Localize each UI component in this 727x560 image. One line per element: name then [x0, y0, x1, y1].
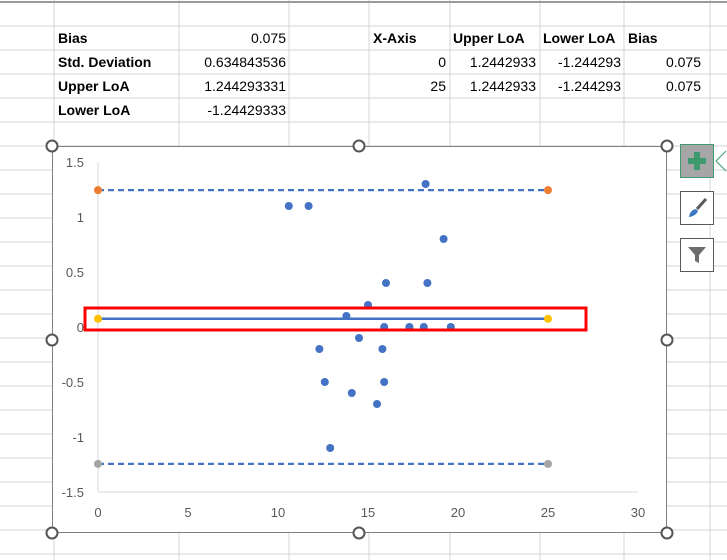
x-tick-label: 15 [361, 505, 375, 520]
stat-value[interactable]: -1.24429333 [207, 102, 286, 118]
table-cell[interactable]: -1.244293 [557, 54, 621, 70]
y-tick-label: -1 [72, 430, 84, 445]
paintbrush-icon [689, 197, 708, 217]
resize-handle[interactable] [45, 139, 59, 153]
stat-label[interactable]: Bias [58, 30, 88, 46]
y-tick-label: 0.5 [66, 265, 84, 280]
stat-value[interactable]: 0.634843536 [204, 54, 286, 70]
x-tick-label: 0 [94, 505, 101, 520]
resize-handle[interactable] [352, 139, 366, 153]
data-point[interactable] [342, 312, 351, 320]
data-point[interactable] [284, 202, 293, 210]
filter-icon [688, 247, 706, 263]
flyout-pointer-icon [715, 150, 727, 172]
stat-label[interactable]: Upper LoA [58, 78, 130, 94]
data-point[interactable] [378, 345, 387, 353]
data-point[interactable] [347, 389, 356, 397]
bias-marker[interactable] [94, 314, 102, 323]
chart-elements-button[interactable] [680, 144, 714, 178]
highlight-box [83, 306, 588, 332]
x-tick-label: 20 [451, 505, 465, 520]
table-cell[interactable]: 1.2442933 [469, 54, 536, 70]
data-point[interactable] [382, 279, 390, 287]
table-header-lower-loa[interactable]: Lower LoA [543, 30, 616, 46]
plus-icon [688, 152, 706, 170]
stat-value[interactable]: 0.075 [250, 30, 286, 46]
resize-handle[interactable] [352, 526, 366, 540]
stat-label[interactable]: Lower LoA [58, 102, 131, 118]
table-cell[interactable]: 1.2442933 [469, 78, 536, 94]
stat-label[interactable]: Std. Deviation [58, 54, 152, 70]
data-point[interactable] [373, 400, 381, 408]
table-cell[interactable]: 0.075 [665, 54, 701, 70]
table-header-x-axis[interactable]: X-Axis [373, 30, 417, 46]
upper-loa-marker[interactable] [94, 186, 102, 195]
data-point[interactable] [355, 334, 363, 342]
resize-handle[interactable] [660, 333, 674, 347]
x-tick-label: 5 [184, 505, 191, 520]
data-point[interactable] [326, 444, 335, 452]
resize-handle[interactable] [45, 526, 59, 540]
table-cell[interactable]: 25 [430, 78, 446, 94]
data-point[interactable] [320, 378, 329, 386]
table-cell[interactable]: 0.075 [665, 78, 701, 94]
data-point[interactable] [439, 235, 448, 243]
y-tick-label: 1.5 [66, 155, 84, 170]
table-header-upper-loa[interactable]: Upper LoA [453, 30, 525, 46]
y-tick-label: 1 [77, 210, 84, 225]
data-point[interactable] [304, 202, 313, 210]
x-tick-label: 30 [631, 505, 645, 520]
chart-styles-button[interactable] [680, 191, 714, 225]
lower-loa-marker[interactable] [544, 459, 552, 468]
bias-marker[interactable] [544, 314, 552, 323]
chart-filters-button[interactable] [680, 238, 714, 272]
stat-value[interactable]: 1.244293331 [204, 78, 286, 94]
resize-handle[interactable] [45, 333, 59, 347]
resize-handle[interactable] [660, 139, 674, 153]
table-cell[interactable]: 0 [438, 54, 446, 70]
resize-handle[interactable] [660, 526, 674, 540]
x-tick-label: 10 [271, 505, 285, 520]
table-header-bias[interactable]: Bias [628, 30, 658, 46]
upper-loa-marker[interactable] [544, 186, 552, 195]
y-tick-label: -1.5 [62, 485, 84, 500]
y-tick-label: -0.5 [62, 375, 84, 390]
table-cell[interactable]: -1.244293 [557, 78, 621, 94]
lower-loa-marker[interactable] [94, 459, 102, 468]
y-tick-label: 0 [77, 320, 84, 335]
data-point[interactable] [421, 180, 430, 188]
data-point[interactable] [315, 345, 324, 353]
data-point[interactable] [380, 378, 389, 386]
x-tick-label: 25 [541, 505, 555, 520]
data-point[interactable] [423, 279, 432, 287]
